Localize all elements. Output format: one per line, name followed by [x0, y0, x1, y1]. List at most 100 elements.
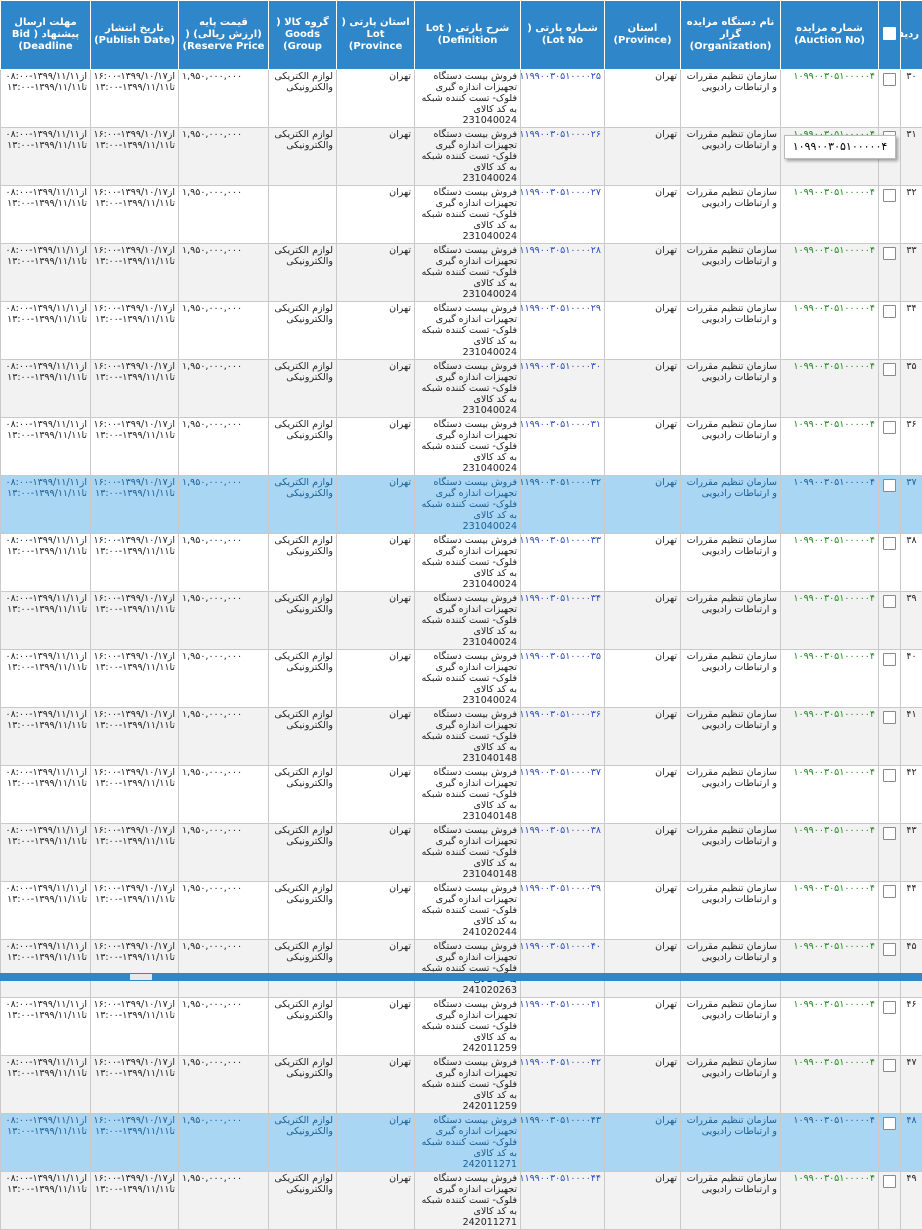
auction-number[interactable]: ۱۰۹۹۰۰۳۰۵۱۰۰۰۰۰۴ — [781, 360, 879, 418]
lot-number[interactable]: ۱۱۹۹۰۰۳۰۵۱۰۰۰۰۳۱ — [521, 418, 605, 476]
row-checkbox[interactable] — [883, 1059, 896, 1072]
row-checkbox[interactable] — [883, 73, 896, 86]
auction-number[interactable]: ۱۰۹۹۰۰۳۰۵۱۰۰۰۰۰۴ — [781, 244, 879, 302]
row-checkbox-cell[interactable] — [879, 882, 901, 940]
auction-number[interactable]: ۱۰۹۹۰۰۳۰۵۱۰۰۰۰۰۴ — [781, 998, 879, 1056]
header-lot-province[interactable]: استان پارتی ( Lot Province) — [337, 1, 415, 70]
row-checkbox[interactable] — [883, 885, 896, 898]
row-checkbox-cell[interactable] — [879, 824, 901, 882]
lot-number[interactable]: ۱۱۹۹۰۰۳۰۵۱۰۰۰۰۲۶ — [521, 128, 605, 186]
lot-number[interactable]: ۱۱۹۹۰۰۳۰۵۱۰۰۰۰۳۲ — [521, 476, 605, 534]
lot-number[interactable]: ۱۱۹۹۰۰۳۰۵۱۰۰۰۰۳۷ — [521, 766, 605, 824]
auction-number[interactable]: ۱۰۹۹۰۰۳۰۵۱۰۰۰۰۰۴ — [781, 186, 879, 244]
row-checkbox[interactable] — [883, 943, 896, 956]
row-checkbox-cell[interactable] — [879, 1056, 901, 1114]
header-organization[interactable]: نام دستگاه مزایده گزار (Organization) — [681, 1, 781, 70]
header-lot-definition[interactable]: شرح پارتی ( Lot Definition) — [415, 1, 521, 70]
lot-number[interactable]: ۱۱۹۹۰۰۳۰۵۱۰۰۰۰۳۵ — [521, 650, 605, 708]
row-checkbox[interactable] — [883, 769, 896, 782]
header-province[interactable]: استان (Province) — [605, 1, 681, 70]
header-publish-date[interactable]: تاریخ انتشار (Publish Date) — [91, 1, 179, 70]
header-select-all[interactable] — [879, 1, 901, 70]
scrollbar-thumb[interactable] — [130, 974, 152, 980]
row-checkbox-cell[interactable] — [879, 592, 901, 650]
row-checkbox-cell[interactable] — [879, 418, 901, 476]
lot-number[interactable]: ۱۱۹۹۰۰۳۰۵۱۰۰۰۰۴۱ — [521, 998, 605, 1056]
auction-number[interactable]: ۱۰۹۹۰۰۳۰۵۱۰۰۰۰۰۴ — [781, 534, 879, 592]
row-checkbox[interactable] — [883, 189, 896, 202]
auction-number[interactable]: ۱۰۹۹۰۰۳۰۵۱۰۰۰۰۰۴ — [781, 1056, 879, 1114]
row-checkbox-cell[interactable] — [879, 70, 901, 128]
lot-number[interactable]: ۱۱۹۹۰۰۳۰۵۱۰۰۰۰۲۷ — [521, 186, 605, 244]
row-checkbox[interactable] — [883, 247, 896, 260]
row-checkbox-cell[interactable] — [879, 708, 901, 766]
row-checkbox[interactable] — [883, 1175, 896, 1188]
lot-number[interactable]: ۱۱۹۹۰۰۳۰۵۱۰۰۰۰۲۸ — [521, 244, 605, 302]
lot-number[interactable]: ۱۱۹۹۰۰۳۰۵۱۰۰۰۰۲۹ — [521, 302, 605, 360]
row-checkbox-cell[interactable] — [879, 1172, 901, 1230]
auction-number[interactable]: ۱۰۹۹۰۰۳۰۵۱۰۰۰۰۰۴ — [781, 650, 879, 708]
row-checkbox[interactable] — [883, 479, 896, 492]
row-checkbox-cell[interactable] — [879, 998, 901, 1056]
row-checkbox-cell[interactable] — [879, 186, 901, 244]
lot-number[interactable]: ۱۱۹۹۰۰۳۰۵۱۰۰۰۰۳۰ — [521, 360, 605, 418]
row-checkbox[interactable] — [883, 1117, 896, 1130]
auction-number[interactable]: ۱۰۹۹۰۰۳۰۵۱۰۰۰۰۰۴ — [781, 1172, 879, 1230]
row-checkbox-cell[interactable] — [879, 244, 901, 302]
row-checkbox[interactable] — [883, 1001, 896, 1014]
auction-number[interactable]: ۱۰۹۹۰۰۳۰۵۱۰۰۰۰۰۴ — [781, 592, 879, 650]
row-checkbox[interactable] — [883, 363, 896, 376]
header-goods-group[interactable]: گروه کالا ( Goods Group) — [269, 1, 337, 70]
lot-number[interactable]: ۱۱۹۹۰۰۳۰۵۱۰۰۰۰۳۴ — [521, 592, 605, 650]
select-all-checkbox[interactable] — [883, 27, 896, 40]
auction-number[interactable]: ۱۰۹۹۰۰۳۰۵۱۰۰۰۰۰۴ — [781, 476, 879, 534]
auction-number[interactable]: ۱۰۹۹۰۰۳۰۵۱۰۰۰۰۰۴ — [781, 418, 879, 476]
lot-number[interactable]: ۱۱۹۹۰۰۳۰۵۱۰۰۰۰۴۳ — [521, 1114, 605, 1172]
auction-number[interactable]: ۱۰۹۹۰۰۳۰۵۱۰۰۰۰۰۴ — [781, 1114, 879, 1172]
row-checkbox[interactable] — [883, 537, 896, 550]
row-checkbox[interactable] — [883, 305, 896, 318]
row-checkbox[interactable] — [883, 653, 896, 666]
auction-number[interactable]: ۱۰۹۹۰۰۳۰۵۱۰۰۰۰۰۴ — [781, 824, 879, 882]
auction-number[interactable]: ۱۰۹۹۰۰۳۰۵۱۰۰۰۰۰۴ — [781, 708, 879, 766]
auction-number[interactable]: ۱۰۹۹۰۰۳۰۵۱۰۰۰۰۰۴ — [781, 70, 879, 128]
row-checkbox-cell[interactable] — [879, 302, 901, 360]
row-checkbox[interactable] — [883, 595, 896, 608]
auction-number[interactable]: ۱۰۹۹۰۰۳۰۵۱۰۰۰۰۰۴ — [781, 302, 879, 360]
row-checkbox[interactable] — [883, 421, 896, 434]
row-checkbox-cell[interactable] — [879, 766, 901, 824]
lot-number[interactable]: ۱۱۹۹۰۰۳۰۵۱۰۰۰۰۲۵ — [521, 70, 605, 128]
horizontal-scrollbar[interactable] — [0, 973, 922, 981]
row-checkbox-cell[interactable] — [879, 650, 901, 708]
lot-number[interactable]: ۱۱۹۹۰۰۳۰۵۱۰۰۰۰۳۶ — [521, 708, 605, 766]
row-checkbox-cell[interactable] — [879, 534, 901, 592]
auction-number[interactable]: ۱۰۹۹۰۰۳۰۵۱۰۰۰۰۰۴ — [781, 940, 879, 998]
lot-number[interactable]: ۱۱۹۹۰۰۳۰۵۱۰۰۰۰۴۲ — [521, 1056, 605, 1114]
header-lot-no[interactable]: شماره پارتی ( Lot No) — [521, 1, 605, 70]
row-checkbox-cell[interactable] — [879, 476, 901, 534]
row-checkbox-cell[interactable] — [879, 940, 901, 998]
lot-number[interactable]: ۱۱۹۹۰۰۳۰۵۱۰۰۰۰۳۸ — [521, 824, 605, 882]
auction-number[interactable]: ۱۰۹۹۰۰۳۰۵۱۰۰۰۰۰۴ — [781, 766, 879, 824]
row-checkbox[interactable] — [883, 711, 896, 724]
row-checkbox-cell[interactable] — [879, 360, 901, 418]
header-bid-deadline[interactable]: مهلت ارسال پیشنهاد ( Bid Deadline) — [1, 1, 91, 70]
